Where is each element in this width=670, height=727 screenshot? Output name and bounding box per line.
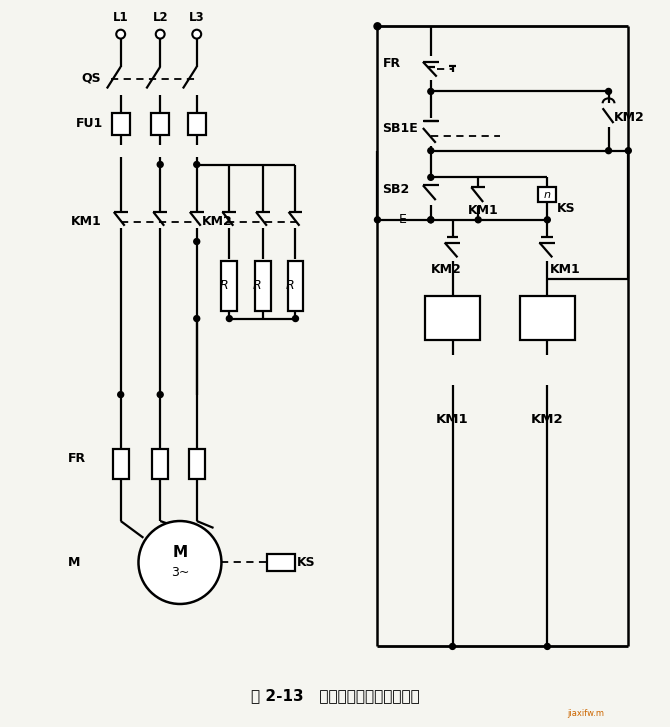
Circle shape [450,643,456,649]
Circle shape [157,161,163,167]
Text: KM1: KM1 [436,413,469,426]
Text: L2: L2 [152,11,168,24]
Bar [189,449,204,478]
Text: SB1E: SB1E [383,122,418,135]
Circle shape [374,23,381,30]
Bar [221,261,237,310]
Bar [113,449,129,478]
Text: R: R [285,279,294,292]
Circle shape [194,161,200,167]
Text: 图 2-13   单向反接制动的控制线路: 图 2-13 单向反接制动的控制线路 [251,688,419,703]
Text: jiaxifw.m: jiaxifw.m [567,709,604,718]
Circle shape [428,89,433,95]
Text: R: R [253,279,262,292]
Circle shape [139,521,221,604]
Text: M: M [68,556,80,569]
Text: KM2: KM2 [431,262,462,276]
Text: KM1: KM1 [71,215,102,228]
Bar [112,113,129,135]
Circle shape [544,643,550,649]
Circle shape [606,89,612,95]
Text: KS: KS [297,556,315,569]
Circle shape [375,217,381,222]
Circle shape [192,30,201,39]
Circle shape [293,316,298,321]
Circle shape [118,392,124,398]
Text: KM2: KM2 [202,215,232,228]
Bar [267,553,295,571]
Text: M: M [172,545,188,560]
Circle shape [606,148,612,153]
Circle shape [428,217,433,222]
Circle shape [157,392,163,398]
Circle shape [428,217,433,222]
Circle shape [194,316,200,321]
Text: L3: L3 [189,11,204,24]
Text: KM2: KM2 [614,111,645,124]
Bar [188,113,206,135]
Text: SB2: SB2 [383,182,409,196]
Circle shape [625,148,631,153]
Text: QS: QS [81,71,100,84]
Text: L1: L1 [113,11,129,24]
Bar [152,449,168,478]
Text: 3~: 3~ [171,566,189,579]
Text: KM2: KM2 [531,413,563,426]
Bar [539,188,556,202]
Text: KS: KS [557,202,576,215]
Bar [151,113,169,135]
Text: KM1: KM1 [550,262,581,276]
Text: E: E [399,213,407,226]
Text: KM1: KM1 [468,204,499,217]
Text: FU1: FU1 [76,116,103,129]
Circle shape [428,174,433,180]
Bar [425,296,480,340]
Bar [520,296,575,340]
Circle shape [428,148,433,153]
Circle shape [226,316,232,321]
Text: FR: FR [383,57,401,71]
Bar [255,261,271,310]
Bar [287,261,304,310]
Text: R: R [220,279,228,292]
Text: FR: FR [68,452,86,465]
Circle shape [155,30,165,39]
Text: n: n [544,190,551,200]
Circle shape [194,238,200,244]
Circle shape [117,30,125,39]
Circle shape [544,217,550,222]
Circle shape [475,217,481,222]
